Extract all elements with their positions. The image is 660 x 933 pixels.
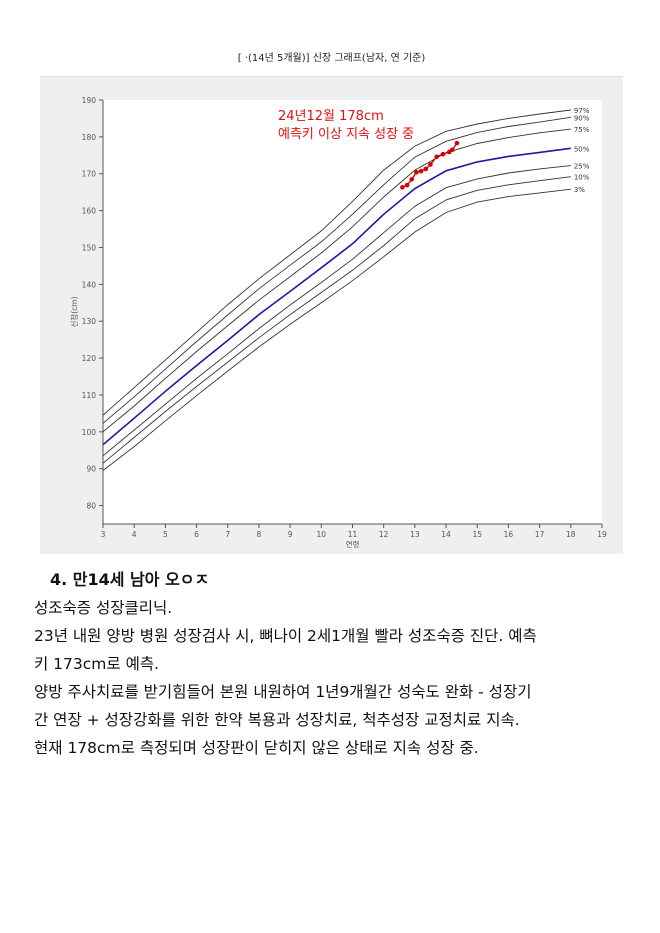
x-tick-label: 7 [225, 530, 230, 539]
y-tick-label: 170 [82, 170, 97, 179]
body-line-4: 양방 주사치료를 받기힘들어 본원 내원하여 1년9개월간 성숙도 완화 - 성… [34, 683, 532, 701]
x-tick-label: 17 [535, 530, 545, 539]
percentile-label-10: 10% [574, 174, 590, 182]
chart-annotation-line-2: 예측키 이상 지속 성장 중 [278, 127, 414, 142]
percentile-curve-50 [102, 147, 571, 446]
body-line-5: 간 연장 + 성장강화를 위한 한약 복용과 성장치료, 척추성장 교정치료 지… [34, 711, 520, 729]
x-tick-label: 16 [504, 530, 514, 539]
x-tick-label: 11 [348, 530, 358, 539]
body-line-3: 키 173cm로 예측. [34, 655, 160, 673]
y-tick-label: 140 [82, 280, 97, 289]
x-tick-label: 6 [194, 530, 199, 539]
body-line-1: 성조숙증 성장클리닉. [34, 599, 173, 617]
measurement-point [428, 162, 433, 167]
x-tick-label: 9 [288, 530, 293, 539]
percentile-label-97: 97% [574, 107, 590, 115]
body-line-6: 현재 178cm로 측정되며 성장판이 닫히지 않은 상태로 지속 성장 중. [34, 739, 479, 757]
x-tick-label: 10 [317, 530, 327, 539]
y-tick-label: 160 [82, 207, 97, 216]
percentile-label-25: 25% [574, 163, 590, 171]
y-tick-label: 190 [82, 96, 97, 105]
percentile-curve-25 [102, 165, 571, 457]
percentile-label-75: 75% [574, 126, 590, 134]
measurement-point [418, 168, 424, 174]
percentile-curve-75 [102, 128, 571, 433]
growth-chart-panel: [ ·(14년 5개월)] 신장 그래프(남자, 연 기준) 80 90 100 11… [40, 36, 623, 554]
percentile-label-50: 50% [574, 145, 590, 153]
x-axis-label: 연령 [346, 540, 360, 549]
y-axis-label: 신장(cm) [69, 296, 79, 327]
y-tick-label: 120 [82, 354, 97, 363]
measurement-point [414, 169, 419, 175]
percentile-curve-90 [102, 116, 571, 424]
measurement-point [404, 182, 410, 188]
y-tick-label: 180 [82, 133, 97, 142]
measurement-point [400, 185, 405, 190]
x-tick-label: 12 [379, 530, 389, 539]
y-tick-label: 130 [82, 317, 97, 326]
measurement-point [423, 166, 429, 172]
y-tick-label: 90 [86, 465, 96, 474]
measurement-point [454, 140, 460, 146]
y-tick-label: 150 [82, 243, 97, 252]
x-tick-label: 4 [132, 530, 137, 539]
x-tick-label: 13 [410, 530, 420, 539]
x-tick-label: 15 [472, 530, 482, 539]
y-tick-label: 110 [82, 391, 97, 400]
percentile-curve-10 [102, 176, 571, 464]
x-tick-label: 14 [441, 530, 451, 539]
percentile-curve-3 [102, 188, 571, 471]
measurement-point [450, 147, 455, 153]
y-tick-label: 80 [86, 502, 96, 511]
y-tick-label: 100 [82, 428, 97, 437]
measurement-point [440, 151, 446, 157]
percentile-label-3: 3% [574, 186, 585, 194]
plot-area [103, 100, 602, 524]
body-line-2: 23년 내원 양방 병원 성장검사 시, 뼈나이 2세1개월 빨라 성조숙증 진… [34, 627, 537, 645]
x-tick-label: 19 [597, 530, 607, 539]
x-tick-label: 8 [257, 530, 262, 539]
measurement-point [409, 176, 415, 182]
growth-chart: 80 90 100 110 120 130 140 150 160 170 180 190 3 4 5 6 7 8… [69, 96, 607, 549]
percentile-label-90: 90% [574, 114, 590, 122]
measurement-point [434, 154, 440, 160]
percentile-curve-97 [102, 109, 571, 416]
chart-title: [ ·(14년 5개월)] 신장 그래프(남자, 연 기준) [40, 36, 623, 77]
x-tick-label: 3 [101, 530, 106, 539]
chart-annotation-line-1: 24년12월 178cm [278, 109, 384, 124]
case-heading: 4. 만14세 남아 오ㅇㅈ [50, 570, 210, 589]
x-tick-label: 5 [163, 530, 168, 539]
x-tick-label: 18 [566, 530, 576, 539]
